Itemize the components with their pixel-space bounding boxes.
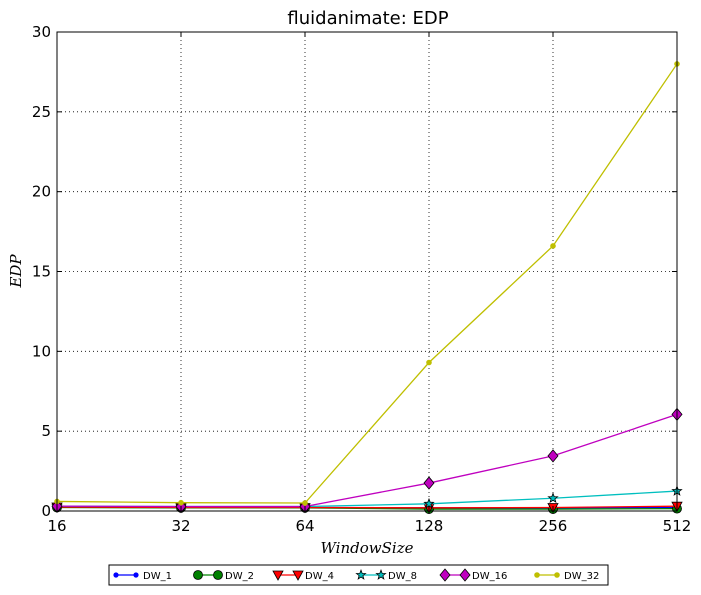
data-point-dw-8 bbox=[547, 492, 559, 504]
legend-item-dw-16: DW_16 bbox=[439, 568, 507, 582]
legend-item-dw-8: DW_8 bbox=[355, 569, 417, 582]
y-tick-label: 20 bbox=[32, 183, 51, 201]
series-line-dw-32 bbox=[56, 63, 678, 504]
x-tick-label: 64 bbox=[295, 517, 314, 535]
legend-marker bbox=[439, 568, 451, 582]
y-tick-label: 10 bbox=[32, 342, 51, 360]
x-tick-label: 16 bbox=[47, 517, 66, 535]
legend-label: DW_16 bbox=[472, 571, 507, 582]
series-line-dw-4 bbox=[56, 505, 678, 509]
series-dw-32 bbox=[54, 61, 680, 506]
x-tick-label: 512 bbox=[663, 517, 692, 535]
legend-marker bbox=[355, 569, 367, 580]
data-point-dw-32 bbox=[302, 500, 308, 506]
y-tick-label: 30 bbox=[32, 23, 51, 41]
y-tick-label: 25 bbox=[32, 103, 51, 121]
legend-item-dw-32: DW_32 bbox=[534, 571, 599, 582]
x-axis-label: WindowSize bbox=[321, 539, 414, 557]
legend-marker bbox=[459, 568, 471, 582]
series-line-dw-8 bbox=[56, 490, 678, 508]
legend-marker bbox=[554, 572, 560, 578]
legend-marker bbox=[213, 570, 223, 580]
data-point-dw-16 bbox=[547, 449, 559, 463]
x-tick-label: 256 bbox=[539, 517, 568, 535]
series-line-dw-16 bbox=[56, 413, 678, 508]
chart-title: fluidanimate: EDP bbox=[287, 8, 448, 29]
y-tick-label: 5 bbox=[41, 422, 51, 440]
legend-marker bbox=[133, 572, 139, 578]
legend-marker bbox=[272, 570, 284, 581]
data-point-dw-32 bbox=[426, 359, 432, 366]
y-axis-label: EDP bbox=[7, 254, 25, 289]
legend-label: DW_1 bbox=[143, 571, 172, 582]
legend-marker bbox=[193, 570, 203, 580]
legend-label: DW_4 bbox=[305, 571, 334, 582]
legend-label: DW_32 bbox=[564, 571, 599, 582]
legend-label: DW_8 bbox=[388, 571, 417, 582]
grid-lines bbox=[57, 32, 677, 511]
y-tick-label: 15 bbox=[32, 263, 51, 281]
series-layer bbox=[51, 61, 683, 514]
data-point-dw-8 bbox=[423, 497, 435, 509]
legend-marker bbox=[534, 572, 540, 578]
data-point-dw-32 bbox=[178, 499, 184, 506]
data-point-dw-16 bbox=[423, 476, 435, 490]
x-tick-label: 32 bbox=[171, 517, 190, 535]
axis-ticks: 16 32 64 128 256 512 0 5 10 15 20 25 30 bbox=[32, 23, 691, 535]
legend: DW_1 DW_2 DW_4 DW_8 DW_16 DW_32 bbox=[108, 564, 609, 586]
x-tick-label: 128 bbox=[415, 517, 444, 535]
legend-marker bbox=[292, 570, 304, 581]
legend-marker bbox=[375, 569, 387, 580]
legend-item-dw-4: DW_4 bbox=[272, 570, 334, 582]
legend-label: DW_2 bbox=[225, 571, 254, 582]
legend-item-dw-1: DW_1 bbox=[113, 571, 172, 582]
y-tick-label: 0 bbox=[41, 502, 51, 520]
legend-marker bbox=[113, 572, 119, 578]
data-point-dw-32 bbox=[550, 243, 556, 249]
series-dw-16 bbox=[51, 407, 683, 514]
legend-item-dw-2: DW_2 bbox=[193, 570, 254, 582]
